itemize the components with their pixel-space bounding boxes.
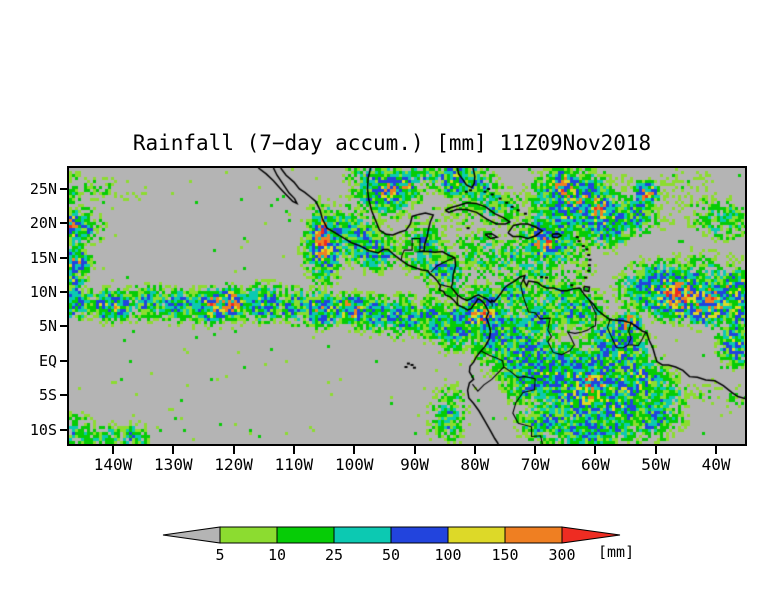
rainfall-map-canvas [69, 168, 745, 444]
colorbar-tick-label: 50 [381, 546, 401, 564]
colorbar-svg [162, 526, 621, 544]
lat-tick-label: 10N [29, 283, 57, 302]
colorbar-left-arrow [162, 526, 221, 544]
colorbar-segment [276, 526, 335, 544]
colorbar-tick-label: 10 [267, 546, 287, 564]
colorbar-segment [447, 526, 506, 544]
lat-tick-mark [60, 359, 67, 362]
lon-tick-mark [534, 446, 537, 454]
lon-tick-mark [112, 446, 115, 454]
lon-tick-label: 80W [460, 455, 490, 474]
lon-tick-mark [292, 446, 295, 454]
lon-tick-label: 120W [214, 455, 253, 474]
lon-tick-label: 130W [154, 455, 193, 474]
lat-tick-mark [60, 222, 67, 225]
lat-tick-label: 5S [38, 386, 57, 405]
lon-tick-label: 100W [334, 455, 374, 474]
lon-tick-label: 60W [580, 455, 610, 474]
lat-tick-mark [60, 187, 67, 190]
lon-tick-mark [353, 446, 356, 454]
colorbar-unit-label: [mm] [598, 543, 635, 561]
lon-tick-label: 70W [520, 455, 550, 474]
lat-tick-label: 5N [38, 317, 57, 336]
lon-tick-mark [172, 446, 175, 454]
lon-tick-label: 40W [701, 455, 731, 474]
lat-tick-mark [60, 291, 67, 294]
lon-tick-label: 140W [93, 455, 133, 474]
colorbar-right-arrow [561, 526, 621, 544]
lat-tick-label: 20N [29, 214, 57, 233]
colorbar-tick-label: 5 [215, 546, 225, 564]
colorbar-segment [390, 526, 449, 544]
colorbar-segment [504, 526, 563, 544]
chart-title: Rainfall (7−day accum.) [mm] 11Z09Nov201… [132, 131, 652, 155]
lat-tick-label: 15N [29, 248, 57, 267]
lon-tick-mark [654, 446, 657, 454]
lon-tick-label: 90W [400, 455, 429, 474]
lon-tick-label: 50W [641, 455, 671, 474]
colorbar-tick-label: 25 [324, 546, 344, 564]
lat-tick-label: 10S [29, 420, 57, 439]
lat-tick-mark [60, 256, 67, 259]
lon-tick-mark [473, 446, 476, 454]
lon-tick-mark [232, 446, 235, 454]
colorbar-tick-label: 300 [548, 546, 576, 564]
lon-tick-mark [413, 446, 416, 454]
lat-tick-label: EQ [38, 351, 57, 370]
colorbar: 5 10 25 50 100 150 300 [140, 521, 740, 571]
lon-tick-mark [715, 446, 718, 454]
lat-tick-mark [60, 325, 67, 328]
lon-tick-mark [594, 446, 597, 454]
colorbar-tick-label: 150 [491, 546, 519, 564]
colorbar-tick-label: 100 [434, 546, 462, 564]
lat-tick-mark [60, 428, 67, 431]
map-frame [67, 166, 747, 446]
colorbar-segment [219, 526, 278, 544]
lat-tick-label: 25N [29, 179, 57, 198]
lon-tick-label: 110W [274, 455, 314, 474]
colorbar-segment [333, 526, 392, 544]
lat-tick-mark [60, 394, 67, 397]
